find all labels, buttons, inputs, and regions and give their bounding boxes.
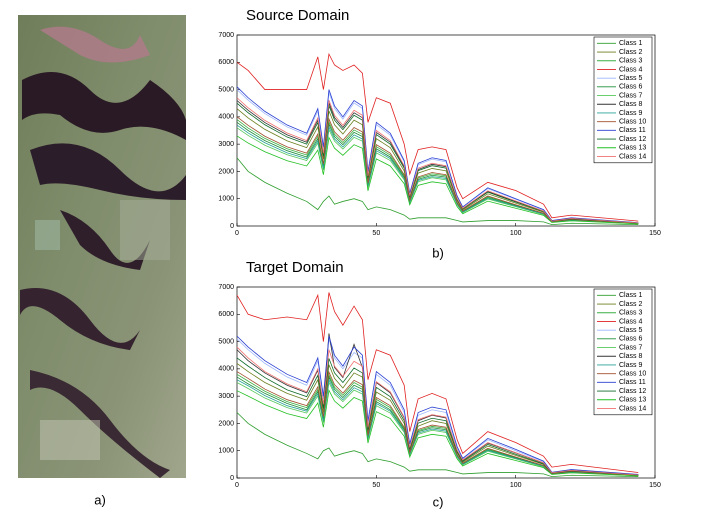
legend-label: Class 7 (619, 92, 642, 99)
legend-label: Class 3 (619, 310, 642, 317)
x-tick-label: 100 (510, 482, 522, 489)
panel-label: c) (433, 494, 444, 509)
series-line (236, 363, 639, 476)
series-line (236, 135, 639, 225)
series-line (236, 335, 639, 475)
x-tick-label: 50 (372, 230, 380, 237)
x-tick-label: 50 (372, 482, 380, 489)
legend-label: Class 5 (619, 75, 642, 82)
x-tick-label: 0 (235, 230, 239, 237)
legend-label: Class 10 (619, 118, 646, 125)
series-line (236, 292, 639, 473)
legend-label: Class 1 (619, 292, 642, 299)
legend-label: Class 3 (619, 58, 642, 65)
series-line (236, 370, 639, 476)
legend-label: Class 4 (619, 66, 642, 73)
legend-label: Class 4 (619, 318, 642, 325)
series-line (236, 119, 639, 224)
y-tick-label: 2000 (218, 168, 234, 175)
y-tick-label: 5000 (218, 338, 234, 345)
series-line (236, 102, 639, 224)
y-tick-label: 1000 (218, 448, 234, 455)
legend-label: Class 6 (619, 84, 642, 91)
series-line (236, 375, 639, 476)
series-line (236, 333, 639, 476)
series-line (236, 124, 639, 224)
series-line (236, 412, 639, 478)
series-line (236, 100, 639, 224)
y-tick-label: 0 (230, 475, 234, 482)
satellite-image (18, 15, 186, 478)
legend-label: Class 1 (619, 40, 642, 47)
legend-label: Class 9 (619, 362, 642, 369)
y-tick-label: 3000 (218, 393, 234, 400)
y-tick-label: 6000 (218, 311, 234, 318)
y-tick-label: 4000 (218, 366, 234, 373)
y-tick-label: 6000 (218, 59, 234, 66)
x-tick-label: 150 (649, 482, 661, 489)
y-tick-label: 0 (230, 223, 234, 230)
legend-label: Class 8 (619, 101, 642, 108)
series-line (236, 121, 639, 224)
series-line (236, 108, 639, 224)
y-tick-label: 7000 (218, 32, 234, 39)
legend-label: Class 14 (619, 153, 646, 160)
series-line (236, 378, 639, 476)
legend-label: Class 7 (619, 344, 642, 351)
legend-box (593, 36, 653, 164)
y-tick-label: 4000 (218, 114, 234, 121)
legend-label: Class 11 (619, 127, 646, 134)
legend-label: Class 14 (619, 405, 646, 412)
series-line (236, 97, 639, 224)
legend-label: Class 2 (619, 49, 642, 56)
legend-label: Class 9 (619, 110, 642, 117)
y-tick-label: 7000 (218, 284, 234, 291)
legend-label: Class 12 (619, 388, 646, 395)
legend-label: Class 5 (619, 327, 642, 334)
series-line (236, 89, 639, 224)
x-tick-label: 150 (649, 230, 661, 237)
series-line (236, 357, 639, 476)
legend-label: Class 11 (619, 379, 646, 386)
chart-title: Target Domain (246, 259, 344, 276)
panel-label: a) (94, 492, 106, 507)
series-line (236, 346, 639, 476)
legend-label: Class 10 (619, 370, 646, 377)
panel-label: b) (432, 245, 444, 260)
y-tick-label: 5000 (218, 86, 234, 93)
chart-title: Source Domain (246, 7, 349, 24)
legend-label: Class 12 (619, 136, 646, 143)
series-line (236, 157, 639, 226)
legend-label: Class 13 (619, 145, 646, 152)
series-line (236, 116, 639, 224)
legend-label: Class 8 (619, 353, 642, 360)
legend-box (593, 288, 653, 416)
legend-label: Class 2 (619, 301, 642, 308)
series-line (236, 338, 639, 476)
series-line (236, 86, 639, 224)
y-tick-label: 1000 (218, 196, 234, 203)
series-line (236, 381, 639, 477)
legend-label: Class 6 (619, 336, 642, 343)
y-tick-label: 3000 (218, 141, 234, 148)
series-line (236, 389, 639, 477)
series-line (236, 373, 639, 476)
series-line (236, 52, 639, 222)
series-line (236, 127, 639, 225)
plot-frame (236, 34, 656, 227)
y-tick-label: 2000 (218, 420, 234, 427)
legend-label: Class 13 (619, 397, 646, 404)
x-tick-label: 100 (510, 230, 522, 237)
x-tick-label: 0 (235, 482, 239, 489)
